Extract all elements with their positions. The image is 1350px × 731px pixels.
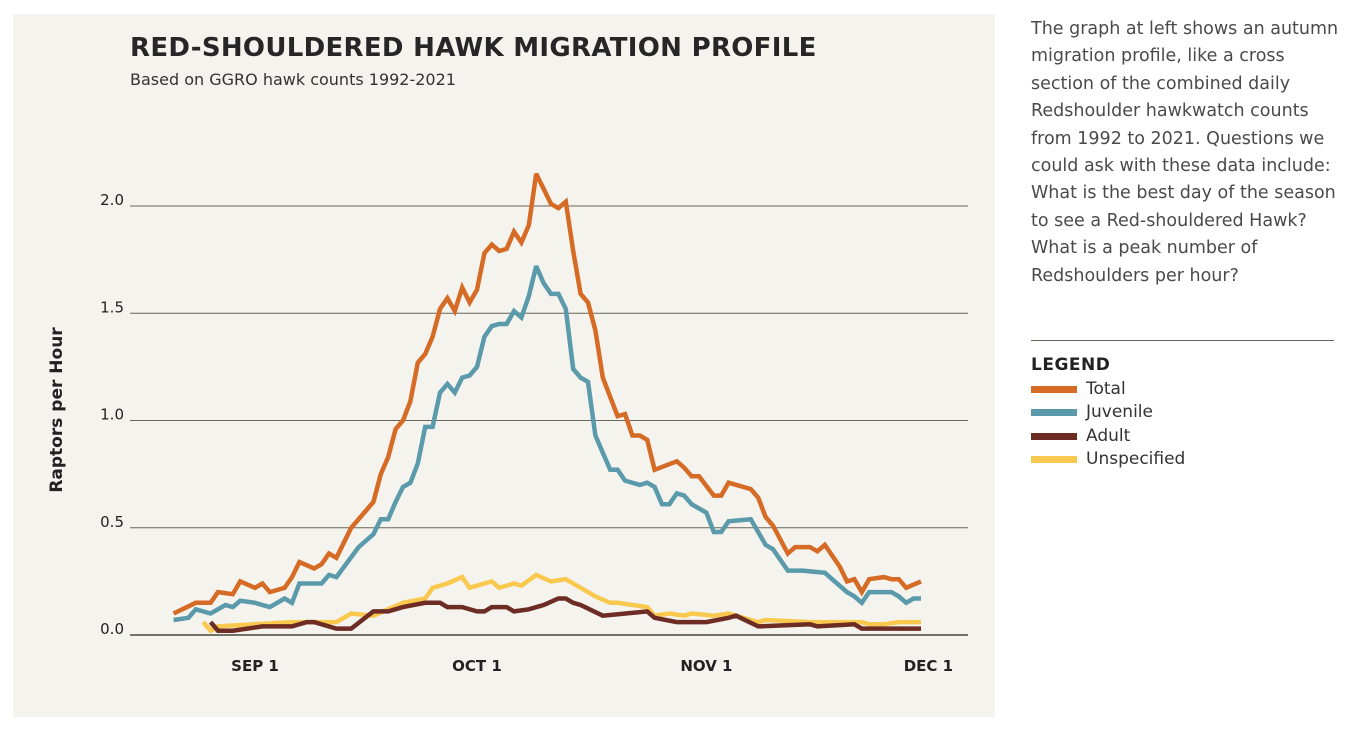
x-tick-label: DEC 1 bbox=[904, 657, 953, 675]
legend-swatch-total bbox=[1031, 385, 1077, 393]
description-text: The graph at left shows an autumn migrat… bbox=[1031, 19, 1339, 286]
y-tick-label: 0.0 bbox=[100, 620, 124, 638]
legend-label: Juvenile bbox=[1086, 402, 1153, 422]
x-tick-label: SEP 1 bbox=[231, 657, 279, 675]
legend-title: LEGEND bbox=[1031, 355, 1111, 375]
x-tick-label: NOV 1 bbox=[680, 657, 732, 675]
y-tick-label: 1.0 bbox=[100, 406, 124, 424]
y-tick-label: 0.5 bbox=[100, 513, 124, 531]
chart-title: RED-SHOULDERED HAWK MIGRATION PROFILE bbox=[130, 33, 817, 63]
series-lines bbox=[172, 172, 922, 634]
y-tick-label: 1.5 bbox=[100, 298, 124, 316]
legend-label: Unspecified bbox=[1086, 449, 1186, 469]
y-tick-labels: 0.0 0.5 1.0 1.5 2.0 bbox=[100, 191, 124, 638]
series-line-juvenile bbox=[173, 265, 921, 623]
x-tick-labels: SEP 1 OCT 1 NOV 1 DEC 1 bbox=[231, 657, 953, 675]
legend-label: Adult bbox=[1086, 426, 1131, 446]
y-axis-label: Raptors per Hour bbox=[47, 327, 67, 493]
series-line-total bbox=[172, 172, 922, 616]
x-tick-label: OCT 1 bbox=[452, 657, 502, 675]
chart-subtitle: Based on GGRO hawk counts 1992-2021 bbox=[130, 70, 456, 89]
chart-panel bbox=[13, 14, 995, 717]
series-line-adult bbox=[208, 596, 921, 633]
legend-label: Total bbox=[1086, 379, 1126, 399]
y-tick-label: 2.0 bbox=[100, 191, 124, 209]
legend-swatch-unspecified bbox=[1031, 455, 1077, 463]
legend-item-adult: Adult bbox=[1031, 425, 1130, 447]
gridlines bbox=[130, 205, 968, 636]
legend-item-total: Total bbox=[1031, 378, 1126, 400]
legend-item-unspecified: Unspecified bbox=[1031, 448, 1185, 470]
legend-swatch-adult bbox=[1031, 432, 1077, 440]
legend-item-juvenile: Juvenile bbox=[1031, 401, 1153, 423]
legend-swatch-juvenile bbox=[1031, 408, 1077, 416]
divider bbox=[1031, 340, 1334, 341]
